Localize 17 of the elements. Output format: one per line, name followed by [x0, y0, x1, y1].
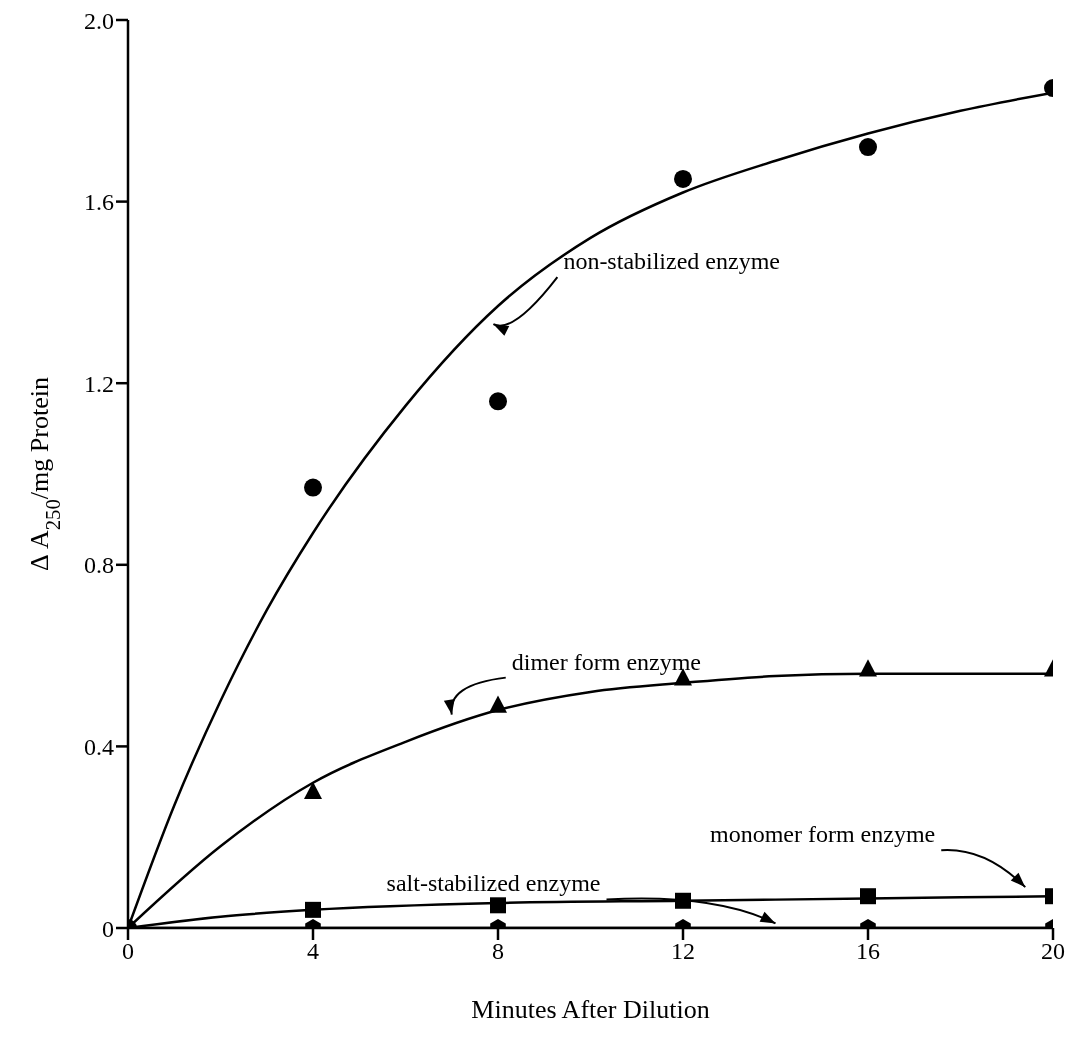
- x-axis-title: Minutes After Dilution: [471, 995, 710, 1024]
- annotation: monomer form enzyme: [709, 821, 936, 848]
- annotation: non-stabilized enzyme: [563, 248, 780, 275]
- x-tick-label: 0: [122, 938, 134, 965]
- annotation: dimer form enzyme: [511, 648, 702, 675]
- x-tick-label: 8: [492, 938, 504, 965]
- x-tick-label: 12: [671, 938, 695, 965]
- annotation: salt-stabilized enzyme: [386, 870, 601, 897]
- y-tick-label: 1.6: [84, 189, 114, 216]
- x-tick-label: 20: [1041, 938, 1065, 965]
- x-tick-label: 16: [856, 938, 880, 965]
- x-tick-label: 4: [307, 938, 319, 965]
- y-tick-label: 1.2: [84, 370, 114, 397]
- y-tick-label: 2.0: [84, 7, 114, 34]
- y-tick-label: 0.8: [84, 552, 114, 579]
- y-tick-label: 0: [102, 915, 114, 942]
- y-tick-label: 0.4: [84, 733, 114, 760]
